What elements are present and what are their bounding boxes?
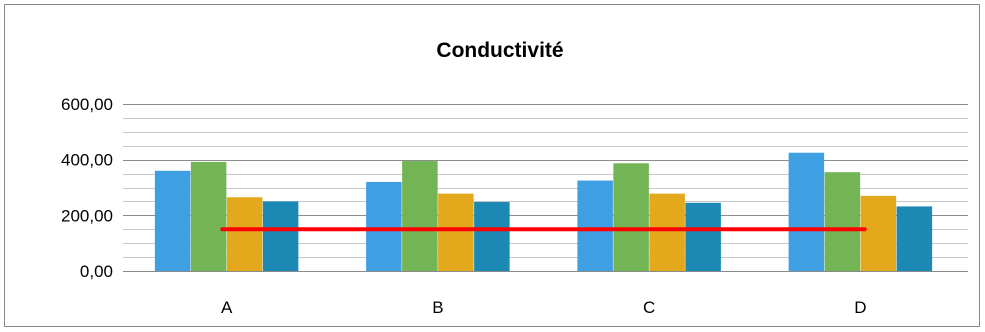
bar-b-series-2: [402, 161, 438, 271]
bar-c-series-2: [613, 163, 649, 271]
bar-c-series-3: [649, 193, 685, 271]
x-tick-label: C: [643, 298, 655, 317]
bar-b-series-1: [366, 181, 402, 271]
bar-a-series-2: [190, 161, 227, 271]
bar-a-series-4: [262, 201, 299, 271]
y-tick-label: 0,00: [80, 262, 113, 281]
x-tick-label: A: [221, 298, 233, 317]
x-tick-label: B: [432, 298, 443, 317]
y-tick-label: 200,00: [61, 206, 113, 225]
bar-d-series-2: [824, 172, 861, 271]
bar-d-series-4: [896, 206, 933, 271]
bar-b-series-3: [438, 193, 474, 271]
x-tick-label: D: [854, 298, 866, 317]
chart-title: Conductivité: [436, 39, 563, 62]
y-tick-label: 600,00: [61, 95, 113, 114]
y-axis-ticks: 0,00 200,00 400,00 600,00: [61, 95, 113, 281]
bar-d-series-1: [788, 152, 825, 271]
bar-a-series-1: [154, 170, 191, 271]
bar-d-series-3: [860, 195, 897, 271]
bar-a-series-3: [226, 197, 263, 271]
bar-c-series-1: [577, 180, 613, 271]
bars: [154, 152, 933, 271]
y-tick-label: 400,00: [61, 151, 113, 170]
bar-b-series-4: [474, 201, 510, 271]
x-axis-ticks: A B C D: [221, 298, 867, 317]
bar-c-series-4: [685, 202, 721, 271]
